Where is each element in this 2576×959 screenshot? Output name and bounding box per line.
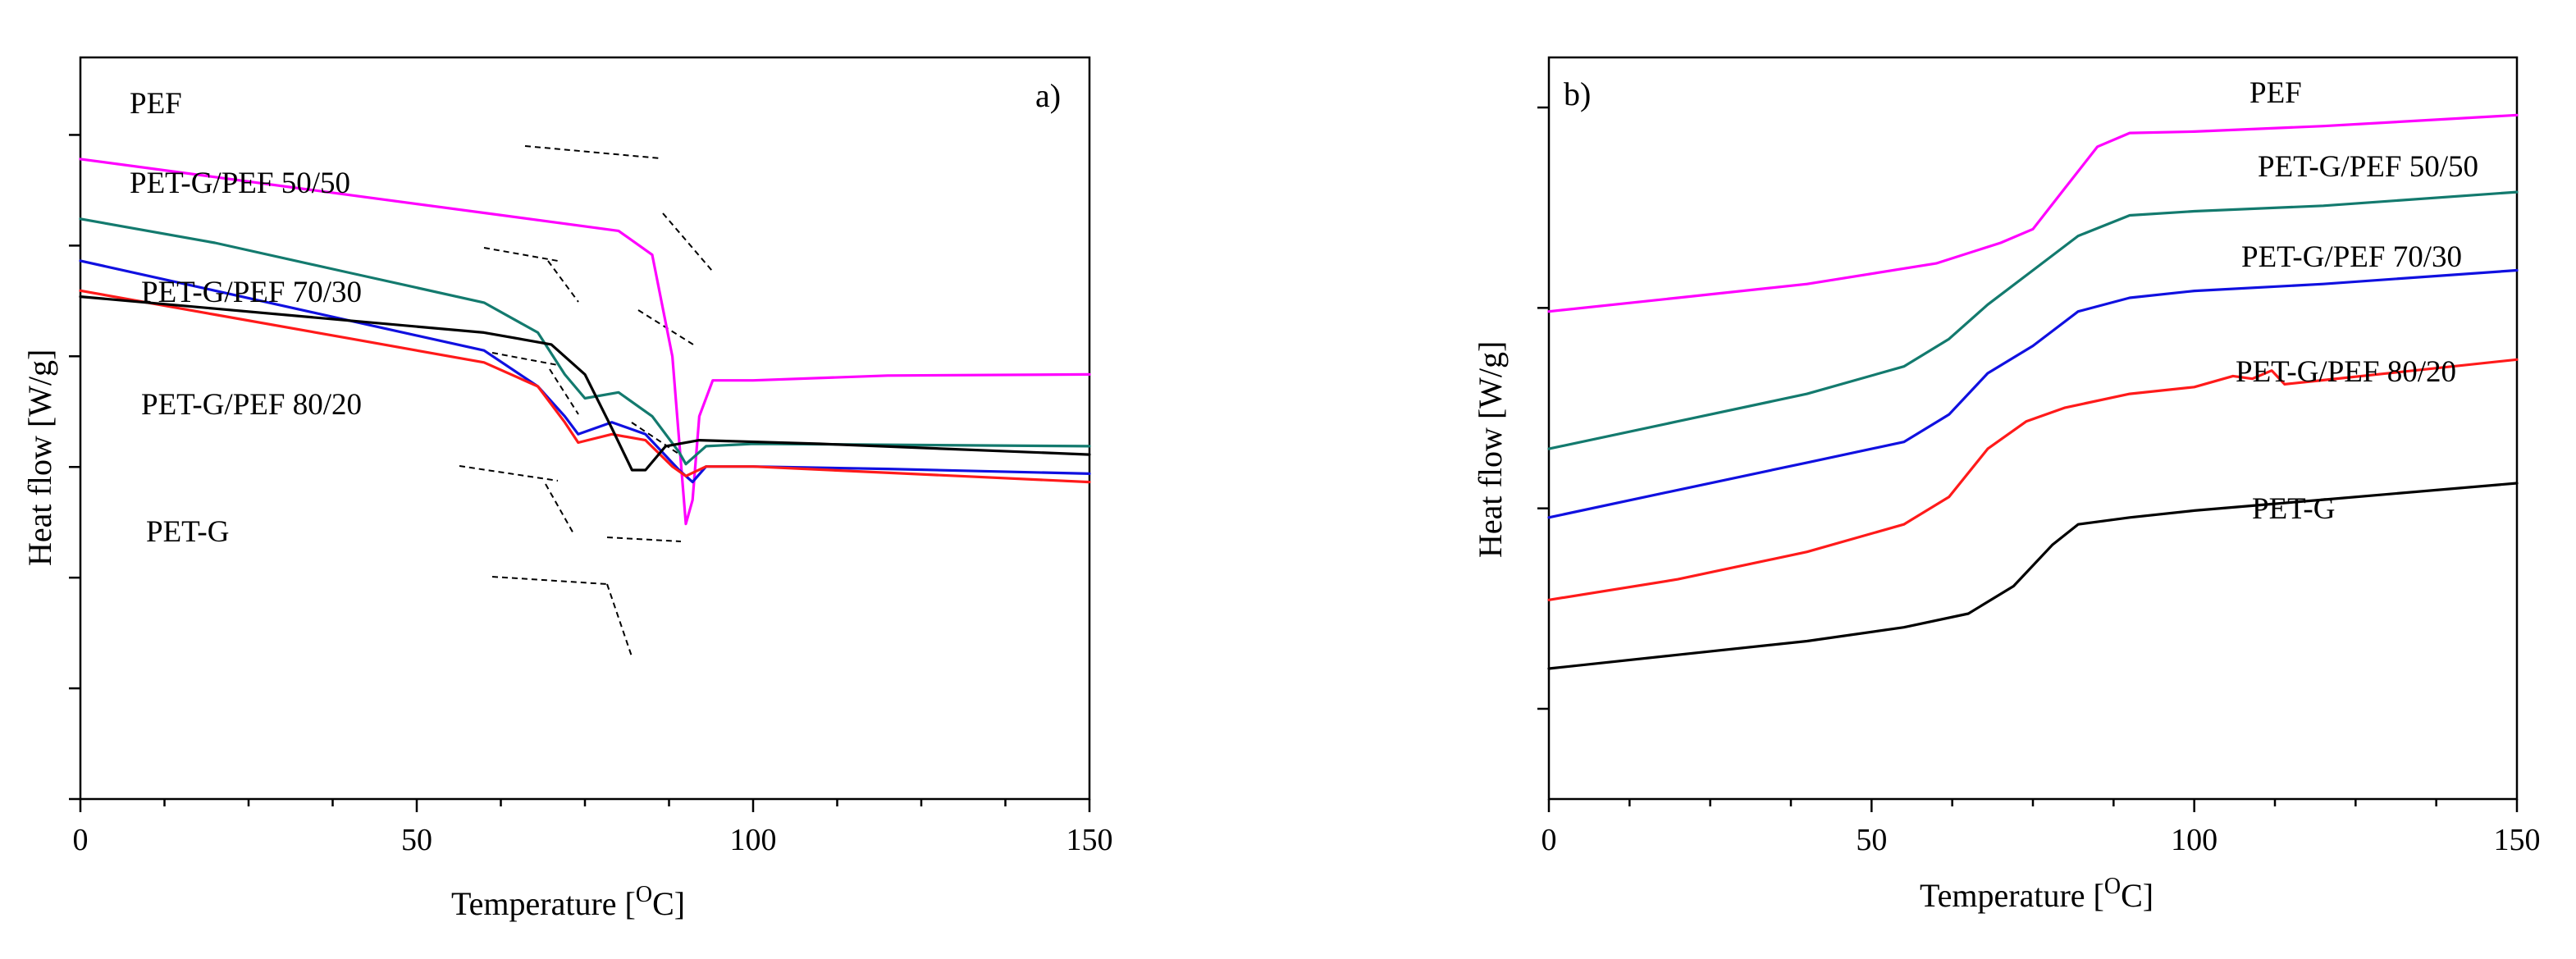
panel-b-x-ticks: [1547, 799, 2519, 812]
panel-b-series-label-pef: PEF: [2249, 76, 2302, 110]
panel-b-label: b): [1564, 75, 1591, 112]
x-tick-label: 100: [2171, 823, 2217, 857]
panel-a-series-label-80-20: PET-G/PEF 80/20: [141, 388, 362, 422]
panel-a-curves: [79, 158, 1091, 526]
panel-a-label: a): [1035, 77, 1061, 114]
series-line-pet-g-pef-50-50: [1547, 190, 2519, 450]
panel-b-series-label-petg: PET-G: [2252, 492, 2335, 526]
panel-b-series-label-70-30: PET-G/PEF 70/30: [2241, 240, 2462, 274]
panel-a-y-axis-title: Heat flow [W/g]: [21, 349, 58, 566]
panel-a-tangent-lines: [459, 145, 713, 657]
series-line-pet-g: [1547, 482, 2519, 670]
x-tick-label: 150: [1066, 823, 1113, 857]
panel-a-chart: 0 50 100 150 a) PEF PET-G/PEF 50/50 PET-G/P…: [21, 56, 1113, 922]
panel-a-x-tick-labels: 0 50 100 150: [73, 823, 1113, 857]
panel-a-y-ticks: [69, 134, 80, 801]
series-line-pet-g-pef-80-20: [79, 289, 1091, 484]
series-line-pef: [79, 158, 1091, 526]
x-tick-label: 100: [730, 823, 777, 857]
series-line-pet-g: [79, 295, 1091, 472]
panel-b-y-ticks: [1537, 106, 1549, 710]
panel-a-series-label-pef: PEF: [130, 87, 182, 121]
series-line-pet-g-pef-50-50: [79, 217, 1091, 466]
x-tick-label: 0: [73, 823, 89, 857]
series-line-pef: [1547, 113, 2519, 313]
series-line-pet-g-pef-80-20: [1547, 358, 2519, 601]
x-tick-label: 50: [1856, 823, 1887, 857]
panel-b-x-tick-labels: 0 50 100 150: [1541, 823, 2541, 857]
panel-b-x-axis-title: Temperature [OC]: [1920, 874, 2154, 914]
panel-b-series-label-50-50: PET-G/PEF 50/50: [2258, 150, 2478, 184]
panel-b-curves: [1547, 113, 2519, 670]
panel-a-x-axis-title: Temperature [OC]: [451, 882, 685, 922]
panel-a-x-ticks: [79, 799, 1091, 812]
panel-a-series-label-50-50: PET-G/PEF 50/50: [130, 167, 350, 200]
x-tick-label: 50: [401, 823, 432, 857]
panel-a-series-label-petg: PET-G: [146, 515, 229, 549]
panel-a-series-label-70-30: PET-G/PEF 70/30: [141, 276, 362, 309]
x-tick-label: 0: [1541, 823, 1557, 857]
panel-b-series-label-80-20: PET-G/PEF 80/20: [2236, 355, 2456, 389]
panel-b-chart: 0 50 100 150 b) PEF PET-G/PEF 50/50 PET-G/P…: [1472, 56, 2541, 914]
series-line-pet-g-pef-70-30: [1547, 268, 2519, 519]
panel-b-y-axis-title: Heat flow [W/g]: [1472, 341, 1509, 558]
x-tick-label: 150: [2494, 823, 2541, 857]
